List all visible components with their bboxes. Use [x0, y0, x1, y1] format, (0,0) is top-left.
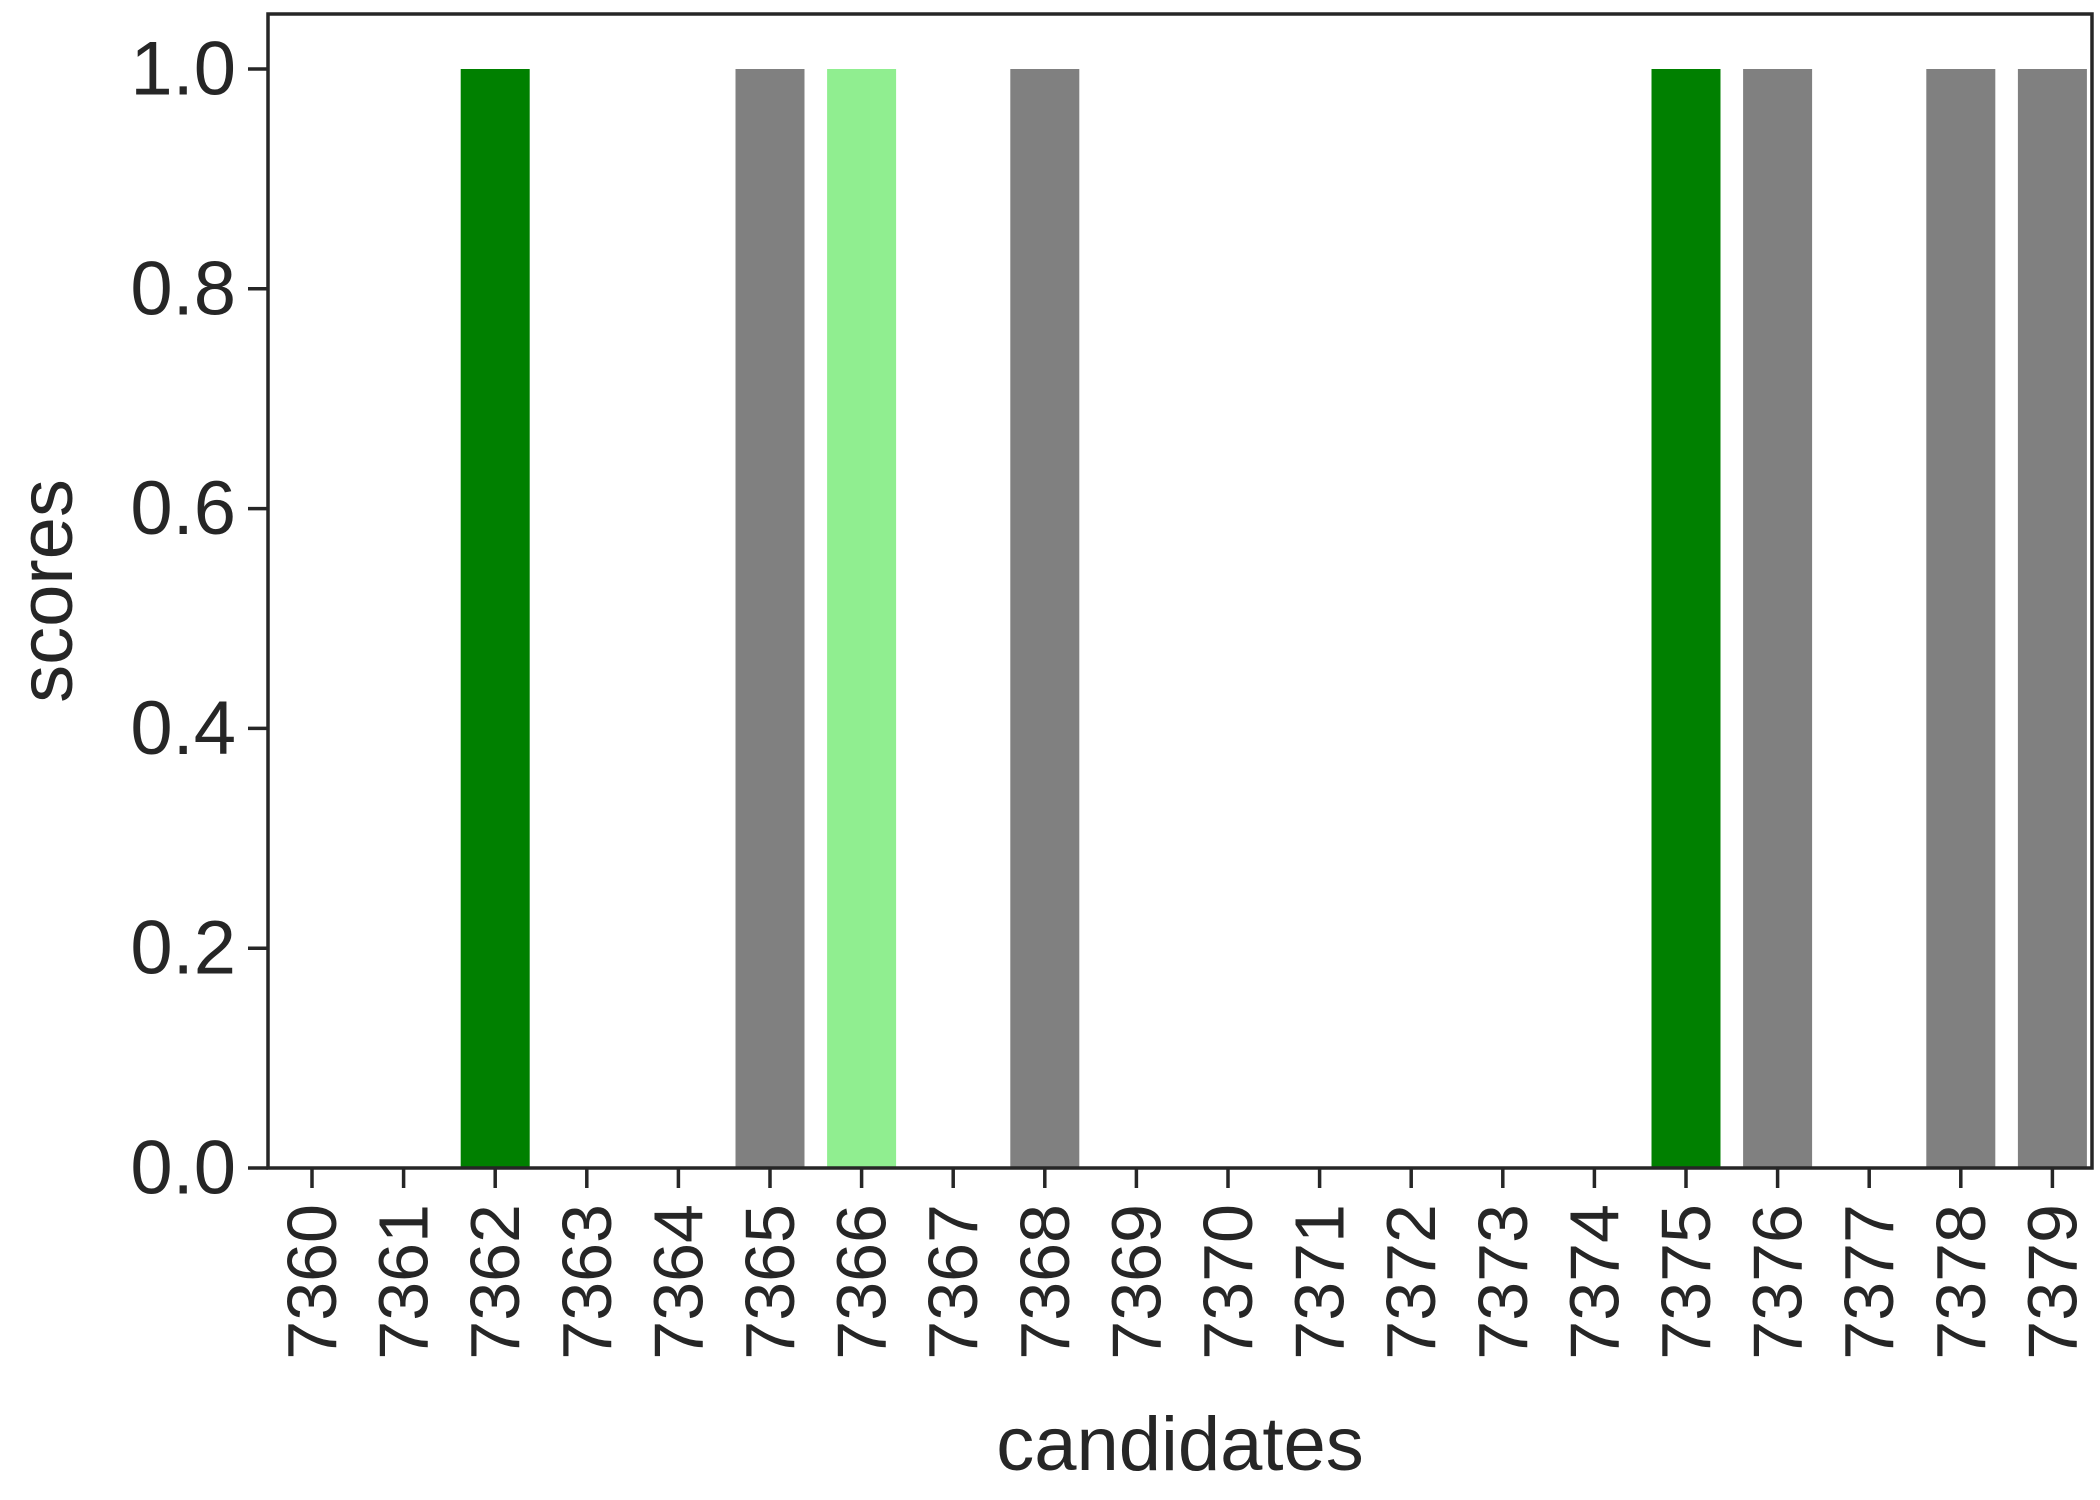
x-tick-label: 7370	[1189, 1204, 1267, 1360]
bar-7365	[735, 69, 805, 1168]
y-axis-title: scores	[4, 479, 89, 703]
bars-group	[460, 69, 2087, 1168]
bar-7368	[1010, 69, 1080, 1168]
bar-7362	[460, 69, 530, 1168]
x-tick-label: 7368	[1006, 1204, 1084, 1360]
x-tick-label: 7372	[1372, 1204, 1450, 1360]
x-axis: 7360 7361 7362 7363 7364 7365 7366 7367 7368 7369…	[273, 1168, 2091, 1360]
bar-7379	[2017, 69, 2087, 1168]
y-tick-label: 0.2	[130, 906, 236, 991]
x-tick-label: 7365	[731, 1204, 809, 1360]
bar-7376	[1743, 69, 1813, 1168]
x-tick-label: 7366	[823, 1204, 901, 1360]
plot-frame	[266, 12, 2094, 1170]
bar-7375	[1651, 69, 1721, 1168]
x-tick-label: 7379	[2013, 1204, 2091, 1360]
x-tick-label: 7377	[1830, 1204, 1908, 1360]
x-tick-label: 7363	[548, 1204, 626, 1360]
x-tick-label: 7376	[1739, 1204, 1817, 1360]
x-tick-label: 7378	[1922, 1204, 2000, 1360]
bar-7378	[1926, 69, 1996, 1168]
y-tick-label: 0.8	[130, 246, 236, 331]
x-tick-label: 7373	[1464, 1204, 1542, 1360]
x-tick-label: 7369	[1097, 1204, 1175, 1360]
y-tick-label: 0.4	[130, 686, 236, 771]
x-tick-label: 7360	[273, 1204, 351, 1360]
y-tick-label: 0.6	[130, 466, 236, 551]
x-tick-label: 7375	[1647, 1204, 1725, 1360]
y-tick-label: 0.0	[130, 1126, 236, 1211]
x-tick-label: 7361	[365, 1204, 443, 1360]
x-tick-label: 7374	[1555, 1204, 1633, 1360]
x-tick-label: 7367	[914, 1204, 992, 1360]
x-axis-title: candidates	[996, 1402, 1364, 1487]
x-tick-label: 7364	[639, 1204, 717, 1360]
bar-7366	[827, 69, 897, 1168]
x-tick-label: 7362	[456, 1204, 534, 1360]
x-tick-label: 7371	[1281, 1204, 1359, 1360]
y-axis: 0.0 0.2 0.4 0.6 0.8 1.0	[130, 26, 268, 1211]
y-tick-label: 1.0	[130, 26, 236, 111]
